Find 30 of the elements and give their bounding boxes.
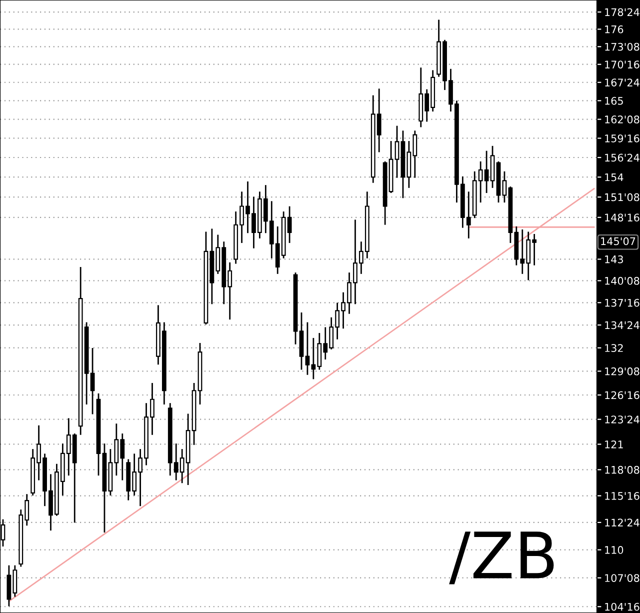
y-tick-label: 156'24 (605, 154, 640, 162)
y-tick-label: 118'08 (605, 466, 640, 474)
y-tick-label: 129'08 (605, 367, 640, 376)
y-tick-label: 140'08 (605, 276, 640, 285)
annotation: /ZB (449, 532, 554, 584)
y-tick-label: 159'16 (605, 134, 640, 142)
y-tick-label: 110 (605, 546, 624, 554)
y-tick-label: 173'08 (605, 42, 640, 51)
candlestick (394, 126, 400, 178)
y-tick-label: 137'16 (605, 298, 640, 307)
y-tick-label: 178'24 (605, 8, 640, 16)
y-tick-label: 165 (605, 96, 623, 105)
y-tick-label: 132 (605, 344, 623, 352)
y-tick-label: 143 (605, 255, 623, 264)
annotation: 145'07 (601, 237, 636, 246)
y-tick-label: 104'16 (605, 602, 640, 611)
y-tick-label: 115'16 (605, 492, 640, 500)
y-tick-label: 134'24 (605, 321, 640, 330)
y-tick-label: 176 (605, 25, 624, 34)
y-tick-label: 123'24 (605, 416, 640, 424)
y-tick-label: 112'24 (605, 518, 640, 526)
y-tick-label: 167'24 (605, 78, 640, 86)
y-tick-label: 148'16 (605, 214, 640, 222)
y-tick-label: 121 (605, 440, 623, 448)
y-tick-label: 107'08 (605, 574, 640, 582)
y-tick-label: 162'08 (605, 116, 640, 124)
y-tick-label: 154 (605, 173, 624, 182)
y-tick-label: 126'16 (605, 391, 640, 400)
y-tick-label: 170'16 (605, 60, 640, 68)
y-tick-label: 151'08 (605, 193, 640, 202)
